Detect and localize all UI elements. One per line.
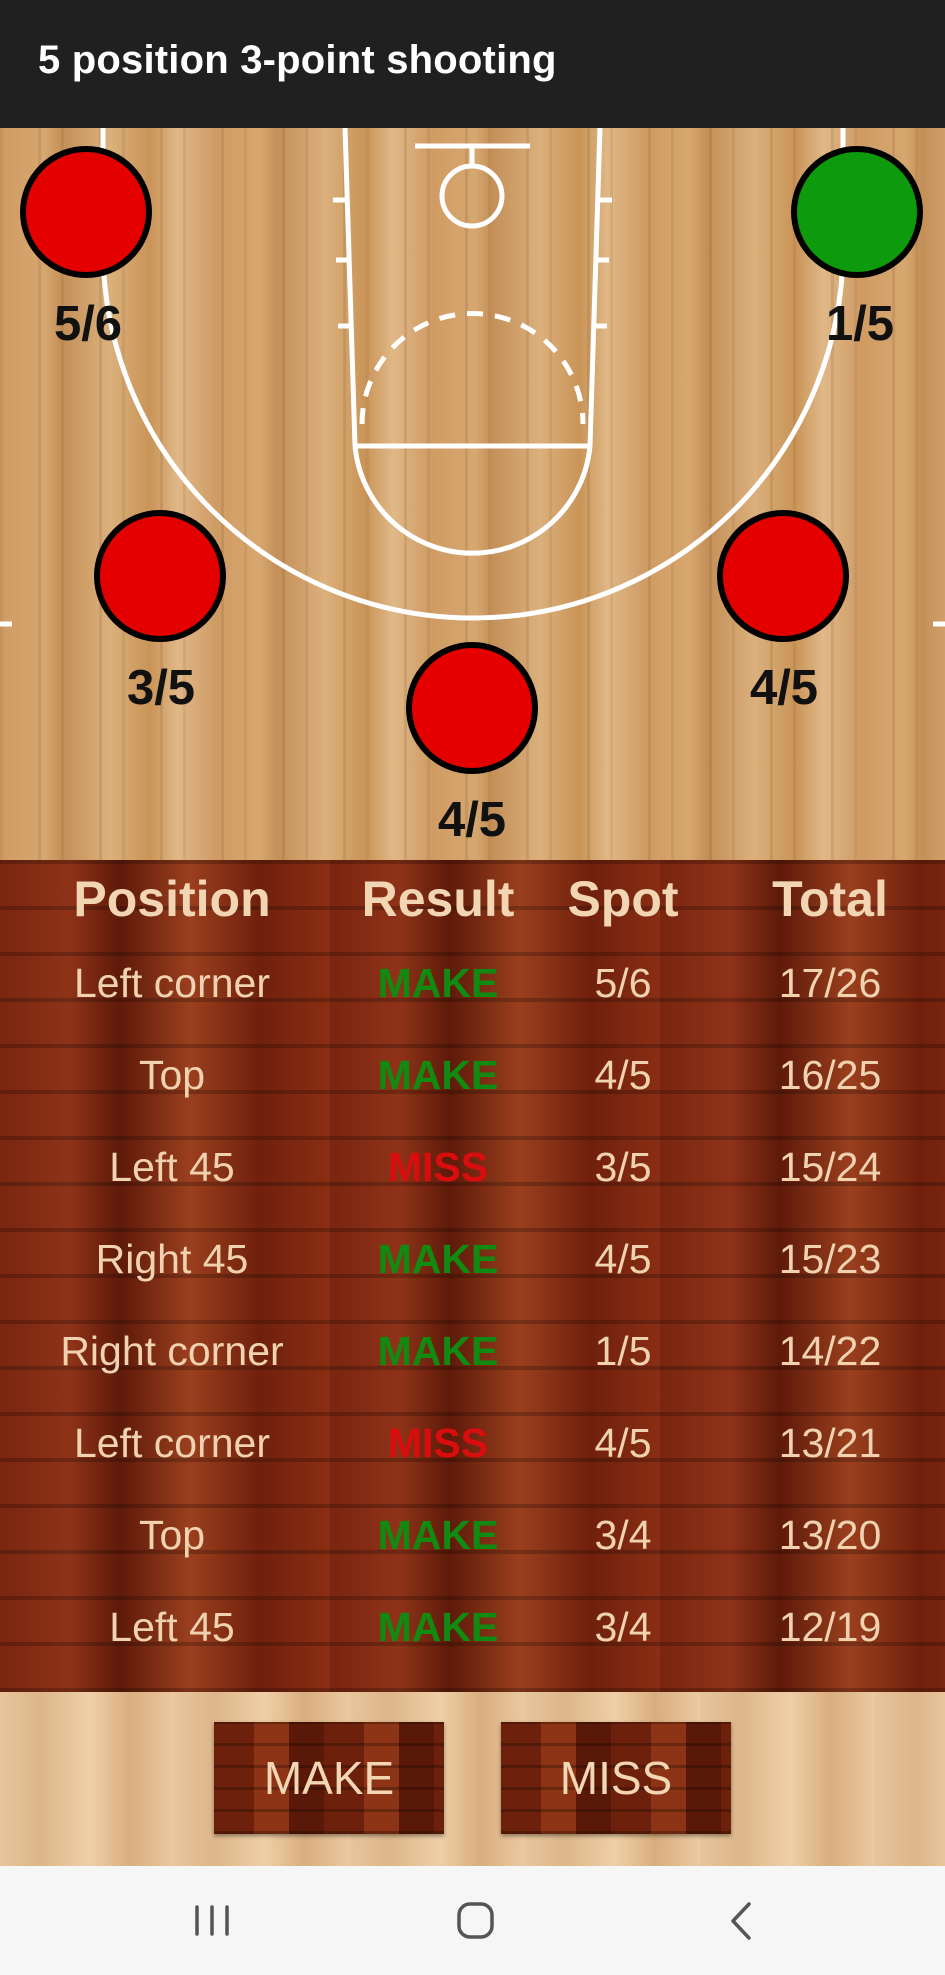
row-total: 14/22 <box>778 1328 882 1374</box>
row-spot: 3/4 <box>594 1512 652 1558</box>
make-button[interactable]: MAKE <box>214 1722 444 1834</box>
spot-left-45[interactable] <box>94 510 226 642</box>
miss-button[interactable]: MISS <box>501 1722 731 1834</box>
row-position: Left 45 <box>109 1604 235 1650</box>
header-spot: Spot <box>567 871 679 927</box>
row-result: MAKE <box>377 1052 499 1098</box>
row-total: 12/19 <box>778 1604 882 1650</box>
row-spot: 4/5 <box>594 1420 652 1466</box>
row-position: Left corner <box>74 1420 270 1466</box>
row-result: MAKE <box>377 1236 499 1282</box>
row-total: 16/25 <box>778 1052 882 1098</box>
spot-label-right-corner: 1/5 <box>825 297 895 351</box>
row-position: Left 45 <box>109 1144 235 1190</box>
row-spot: 5/6 <box>594 960 652 1006</box>
row-total: 13/21 <box>778 1420 882 1466</box>
row-total: 13/20 <box>778 1512 882 1558</box>
row-total: 17/26 <box>778 960 882 1006</box>
spot-left-corner[interactable] <box>20 146 152 278</box>
system-nav-bar <box>0 1866 945 1975</box>
spot-label-top: 4/5 <box>437 793 507 847</box>
court: 5/6 1/5 3/5 4/5 4/5 <box>0 128 945 860</box>
header-result: Result <box>361 871 515 927</box>
spot-right-45[interactable] <box>717 510 849 642</box>
row-spot: 4/5 <box>594 1052 652 1098</box>
row-spot: 3/5 <box>594 1144 652 1190</box>
header-position: Position <box>73 871 271 927</box>
row-position: Right 45 <box>95 1236 249 1282</box>
row-position: Left corner <box>74 960 270 1006</box>
row-spot: 3/4 <box>594 1604 652 1650</box>
row-position: Top <box>138 1052 206 1098</box>
spot-label-left-corner: 5/6 <box>53 297 123 351</box>
row-result: MISS <box>387 1144 489 1190</box>
row-total: 15/24 <box>778 1144 882 1190</box>
recent-apps-icon[interactable] <box>182 1894 242 1948</box>
row-spot: 1/5 <box>594 1328 652 1374</box>
header-total: Total <box>772 871 888 927</box>
row-total: 15/23 <box>778 1236 882 1282</box>
row-position: Top <box>138 1512 206 1558</box>
spot-top[interactable] <box>406 642 538 774</box>
row-result: MAKE <box>377 960 499 1006</box>
back-icon[interactable] <box>711 1894 771 1948</box>
home-icon[interactable] <box>446 1894 506 1948</box>
row-result: MAKE <box>377 1604 499 1650</box>
buttons-area: MAKE MISS <box>0 1692 945 1866</box>
row-spot: 4/5 <box>594 1236 652 1282</box>
app-title: 5 position 3-point shooting <box>38 38 557 82</box>
row-result: MISS <box>387 1420 489 1466</box>
court-lines <box>0 128 945 627</box>
row-result: MAKE <box>377 1512 499 1558</box>
spot-right-corner[interactable] <box>791 146 923 278</box>
stats-table: Position Result Spot Total Left corner M… <box>0 860 945 1692</box>
spot-label-right-45: 4/5 <box>749 661 819 715</box>
app-bar: 5 position 3-point shooting <box>0 0 945 128</box>
row-result: MAKE <box>377 1328 499 1374</box>
row-position: Right corner <box>60 1328 284 1374</box>
spot-label-left-45: 3/5 <box>126 661 196 715</box>
